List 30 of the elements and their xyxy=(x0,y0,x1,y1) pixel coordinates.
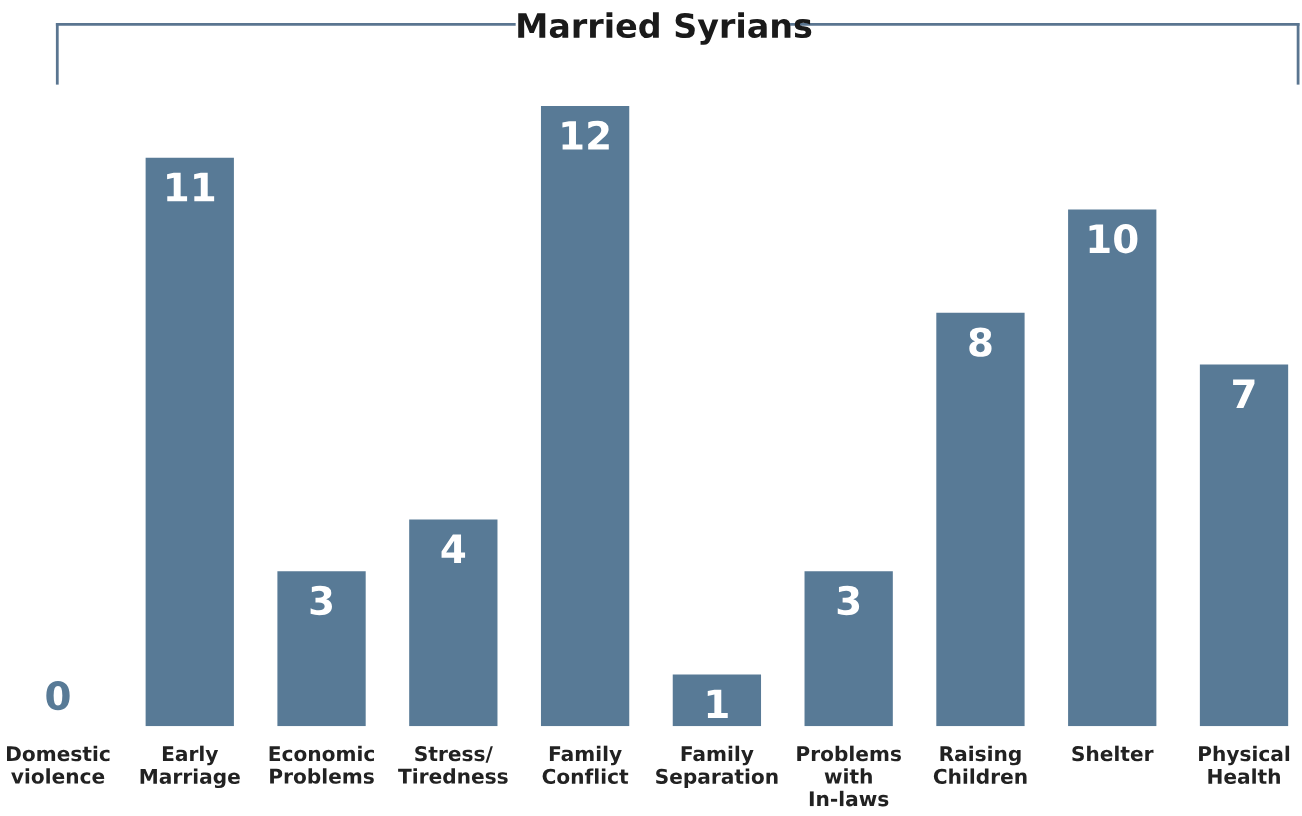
x-tick-label: Domestic violence xyxy=(7,745,110,784)
data-label: 7 xyxy=(1233,379,1255,408)
x-tick-label: Early Marriage xyxy=(140,745,240,789)
bar xyxy=(804,571,893,727)
chart-title: Married Syrians xyxy=(518,12,812,45)
bar xyxy=(277,571,366,727)
x-tick-label: Shelter xyxy=(1072,745,1154,762)
bar xyxy=(145,157,234,727)
x-tick-label: Raising Children xyxy=(933,745,1027,784)
data-label: 3 xyxy=(310,585,332,616)
data-label: 8 xyxy=(969,327,992,357)
data-label: 11 xyxy=(167,172,215,202)
data-label: 12 xyxy=(562,120,609,150)
x-tick-label: Family Conflict xyxy=(542,745,629,784)
data-label: 0 xyxy=(46,680,70,711)
data-label: 10 xyxy=(1089,224,1138,254)
bar xyxy=(672,674,762,727)
x-tick-label: Physical Health xyxy=(1199,745,1290,784)
data-label: 3 xyxy=(837,585,860,616)
data-label: 4 xyxy=(441,534,466,563)
x-tick-label: Stress/ Tiredness xyxy=(398,746,508,784)
bar xyxy=(540,106,630,727)
x-tick-label: Family Separation xyxy=(656,745,778,788)
bar xyxy=(1199,364,1289,727)
data-label: 1 xyxy=(707,689,728,718)
bar xyxy=(1068,209,1157,727)
bar xyxy=(409,519,498,727)
x-tick-label: Problems with In-laws xyxy=(797,745,901,807)
bar xyxy=(936,312,1025,727)
x-tick-label: Economic Problems xyxy=(269,745,374,784)
